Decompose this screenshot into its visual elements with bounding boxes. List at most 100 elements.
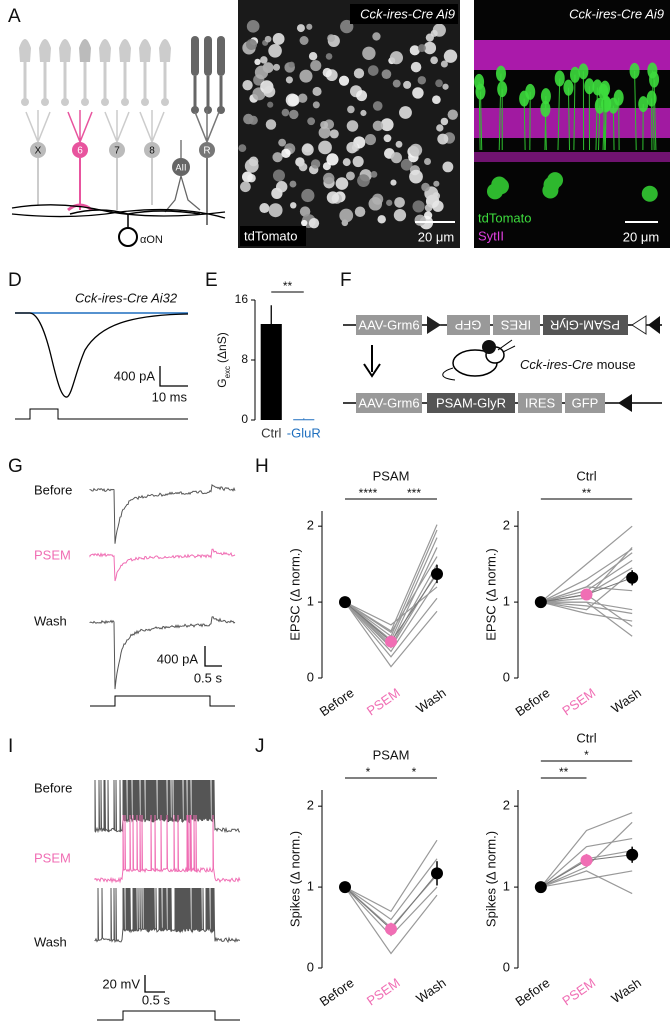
scale-label: 0.5 s — [142, 992, 171, 1007]
cell — [342, 158, 351, 167]
cone — [79, 39, 91, 62]
y-tick-label: 2 — [503, 518, 510, 533]
trace — [15, 312, 189, 398]
scale-label: 20 μm — [418, 229, 454, 244]
x-tick-label: PSEM — [559, 685, 598, 718]
cell-line — [344, 839, 438, 913]
cell-line — [540, 586, 633, 603]
cell — [267, 101, 274, 108]
cell-line — [540, 870, 633, 888]
cell — [345, 171, 355, 181]
cell-line — [540, 812, 633, 888]
x-tick-label: Wash — [413, 975, 448, 1006]
x-tick-label: Wash — [413, 685, 448, 716]
x-tick-label: Ctrl — [261, 425, 281, 440]
cell — [433, 180, 440, 187]
cell — [288, 61, 295, 68]
cell — [301, 219, 308, 227]
cell — [318, 126, 331, 139]
cell — [346, 120, 359, 132]
scale-label: 20 μm — [623, 229, 659, 244]
trace — [94, 814, 241, 884]
x-tick-label: Wash — [608, 685, 643, 716]
cell-line — [540, 821, 633, 888]
cell — [285, 76, 293, 84]
construct-box — [493, 315, 540, 335]
cell — [399, 106, 412, 119]
ganglion-soma — [118, 227, 138, 247]
cell — [240, 181, 251, 193]
rod-spherule — [191, 106, 199, 114]
scale-label: 400 pA — [157, 651, 199, 666]
x-tick-label: Before — [513, 685, 553, 719]
cell-line — [344, 858, 438, 921]
chart-title: PSAM — [373, 747, 410, 762]
cell — [312, 101, 320, 109]
cell — [383, 134, 392, 143]
cell-line — [540, 601, 633, 637]
y-axis-label: EPSC (Δ norm.) — [483, 548, 498, 640]
mean-point — [580, 854, 593, 867]
cell — [414, 214, 426, 226]
y-tick-label: 0 — [307, 959, 314, 974]
cell — [563, 79, 574, 96]
condition-label: PSEM — [34, 850, 71, 865]
synaptic-layer — [474, 40, 670, 70]
cell-line — [540, 525, 633, 603]
spike-traces — [94, 779, 241, 944]
channel-label: tdTomato — [478, 210, 531, 225]
trace-title: Cck-ires-Cre Ai32 — [75, 290, 178, 305]
cell — [598, 83, 609, 100]
mouse-icon — [442, 339, 516, 381]
cell — [308, 218, 320, 229]
cell — [272, 33, 285, 45]
mean-point — [626, 848, 639, 861]
cell — [390, 179, 397, 186]
cell — [409, 169, 423, 184]
cell — [430, 29, 438, 37]
cell — [264, 35, 272, 43]
construct-box — [565, 393, 605, 413]
construct-box — [518, 393, 562, 413]
cell — [297, 93, 308, 103]
cell — [370, 171, 378, 178]
significance-label: ** — [582, 486, 592, 500]
mouse-label: Cck-ires-Cre mouse — [520, 357, 636, 372]
stimulus — [15, 408, 188, 420]
cell — [372, 101, 383, 111]
cell — [322, 67, 332, 78]
mean-point — [534, 596, 547, 609]
significance-label: *** — [407, 486, 421, 500]
cell — [554, 70, 565, 87]
alpha-dendrite — [69, 209, 201, 228]
rod — [217, 36, 225, 76]
cell — [360, 109, 367, 117]
cone — [119, 39, 131, 62]
cone-pedicle — [141, 98, 149, 106]
cell — [440, 117, 449, 126]
stimulus — [97, 1010, 240, 1021]
cell — [647, 62, 658, 79]
cell — [354, 206, 366, 218]
cell — [409, 143, 423, 157]
cell — [347, 105, 355, 114]
cell-label: 6 — [77, 146, 83, 157]
cell — [372, 32, 381, 41]
cell — [437, 133, 449, 145]
cell — [540, 88, 551, 105]
cell — [436, 124, 444, 132]
cell — [320, 120, 329, 129]
scale-label: 400 pA — [114, 368, 156, 383]
cone-pedicle — [81, 98, 89, 106]
mean-point — [339, 881, 351, 894]
cone — [99, 39, 111, 62]
process — [602, 91, 606, 151]
cell-line — [344, 580, 438, 653]
process — [479, 91, 483, 151]
cell — [289, 109, 299, 120]
rod — [204, 36, 212, 76]
y-tick-label: 8 — [241, 352, 248, 366]
cell — [357, 174, 370, 187]
x-tick-label: Before — [317, 975, 357, 1009]
cell — [578, 63, 589, 80]
